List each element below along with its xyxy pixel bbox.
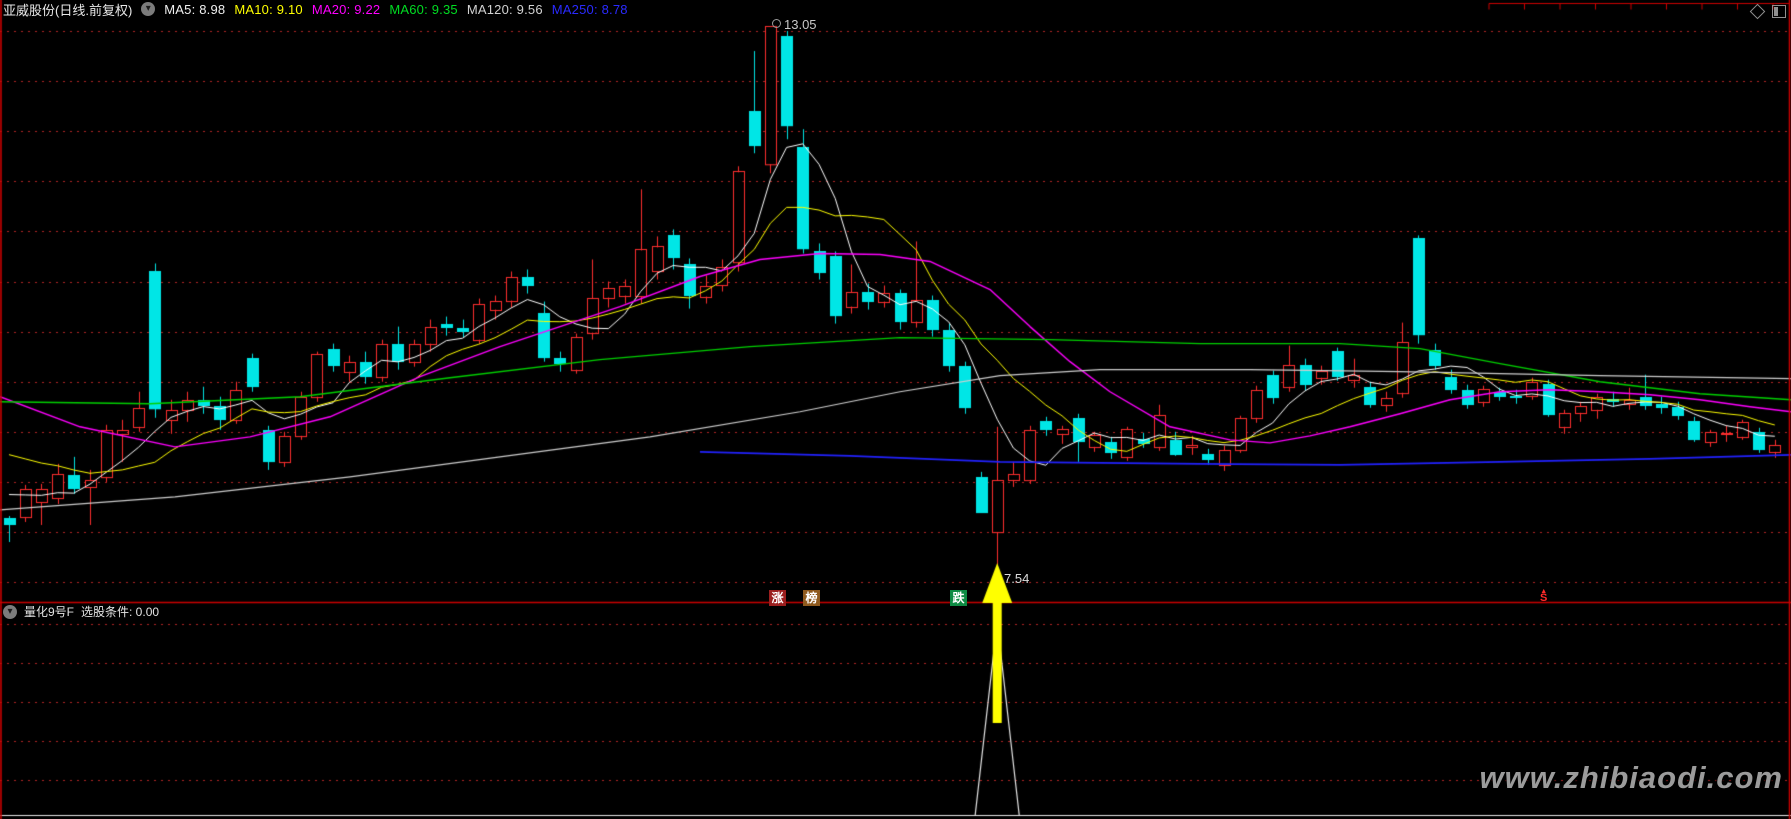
collapse-indicator-panel-icon[interactable]: ▾ xyxy=(3,604,17,619)
indicator-name: 量化9号F xyxy=(24,605,75,619)
ma20-label: MA20: 9.22 xyxy=(311,1,381,17)
ma10-label: MA10: 9.10 xyxy=(234,1,303,17)
ma120-label: MA120: 9.56 xyxy=(466,1,543,17)
diamond-icon[interactable] xyxy=(1749,3,1766,20)
dividend-marker: ▲ S xyxy=(1540,588,1548,604)
corner-icons xyxy=(1749,3,1786,20)
ma5-label: MA5: 8.98 xyxy=(164,1,226,17)
stock-title: 亚威股份(日线.前复权) xyxy=(3,2,133,18)
badge-fall[interactable]: 跌 xyxy=(950,590,967,606)
ma60-label: MA60: 9.35 xyxy=(389,1,458,17)
dividend-marker-letter: S xyxy=(1540,592,1548,604)
peak-marker-icon xyxy=(772,19,781,28)
peak-price-label: 13.05 xyxy=(784,17,817,32)
chart-header: 亚威股份(日线.前复权) ▾ MA5: 8.98 MA10: 9.10 MA20… xyxy=(3,1,628,18)
ma250-label: MA250: 8.78 xyxy=(551,1,628,17)
watermark: www.zhibiaodi.com xyxy=(1479,760,1783,795)
dividend-marker-triangle-icon: ▲ xyxy=(1540,588,1548,595)
badge-rise[interactable]: 涨 xyxy=(769,590,786,606)
low-price-label: 7.54 xyxy=(1004,571,1030,586)
badge-rank[interactable]: 榜 xyxy=(803,590,820,606)
indicator-header: ▾ 量化9号F 选股条件: 0.00 xyxy=(3,603,159,620)
restore-window-icon[interactable] xyxy=(1772,5,1786,18)
indicator-condition-value: 选股条件: 0.00 xyxy=(81,605,160,619)
collapse-main-panel-icon[interactable]: ▾ xyxy=(141,2,156,16)
